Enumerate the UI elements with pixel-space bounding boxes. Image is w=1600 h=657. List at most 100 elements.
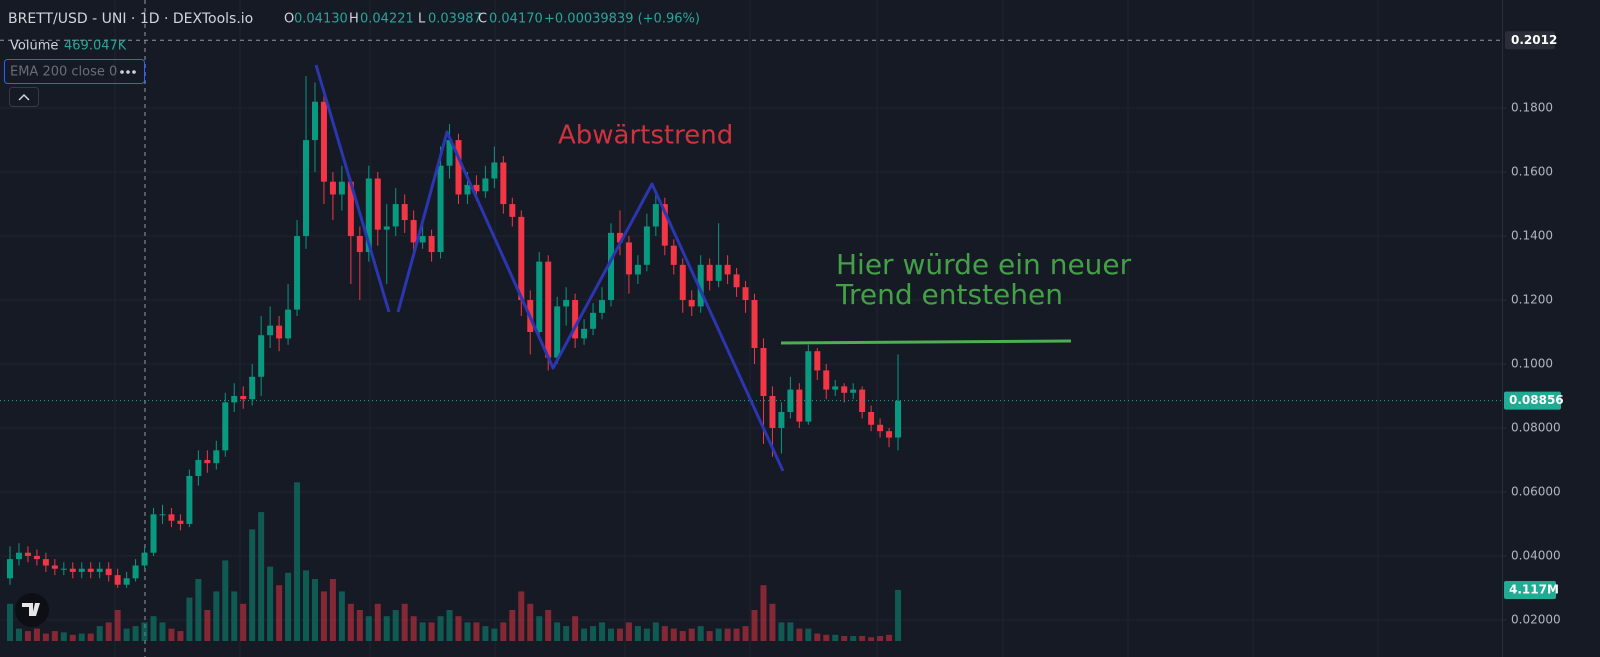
candle-body bbox=[141, 552, 148, 566]
ohlc-label: O bbox=[284, 12, 294, 27]
candle-body bbox=[634, 264, 641, 275]
plot bbox=[0, 0, 1502, 657]
volume-bar bbox=[500, 622, 507, 641]
volume-bar bbox=[590, 626, 597, 641]
volume-bar bbox=[823, 634, 830, 641]
y-tick-label: 0.1400 bbox=[1511, 229, 1553, 243]
candle-body bbox=[715, 264, 722, 281]
volume-bar bbox=[769, 603, 776, 641]
volume-bar bbox=[607, 628, 614, 641]
candle-body bbox=[7, 559, 13, 579]
volume-bar bbox=[805, 628, 812, 641]
volume-bar bbox=[634, 626, 641, 641]
volume-bar bbox=[132, 626, 139, 641]
candle-body bbox=[222, 402, 229, 451]
volume-bar bbox=[625, 622, 632, 641]
volume-bar bbox=[329, 579, 336, 641]
candle-body bbox=[572, 300, 579, 339]
candle-body bbox=[473, 184, 480, 192]
volume-bar bbox=[563, 626, 570, 641]
indicator-menu[interactable] bbox=[120, 70, 136, 74]
y-tick-label: 0.1600 bbox=[1511, 165, 1553, 179]
volume-bar bbox=[419, 622, 426, 641]
volume-bar bbox=[643, 628, 650, 641]
y-tick-label: 0.02000 bbox=[1511, 612, 1561, 626]
candle-body bbox=[886, 431, 893, 438]
candle-body bbox=[814, 351, 821, 371]
y-tick-label: 0.1000 bbox=[1511, 357, 1553, 371]
volume-bar bbox=[258, 512, 265, 641]
candle-body bbox=[231, 395, 238, 403]
volume-bar bbox=[60, 632, 67, 641]
candle-body bbox=[24, 552, 31, 556]
dot bbox=[120, 70, 124, 74]
volume-bar bbox=[527, 603, 534, 641]
volume-bar bbox=[374, 603, 381, 641]
candle-body bbox=[832, 386, 839, 390]
candle-body bbox=[33, 555, 40, 560]
last-price: 0.08856 bbox=[1509, 393, 1564, 407]
volume-bar bbox=[697, 626, 704, 641]
candle-body bbox=[760, 348, 767, 396]
change: +0.00039839 (+0.96%) bbox=[544, 12, 700, 27]
crosshair-badge bbox=[1505, 31, 1555, 50]
candle-body bbox=[679, 264, 686, 301]
candle-body bbox=[87, 568, 94, 572]
volume-bar bbox=[249, 529, 256, 641]
candle-body bbox=[850, 389, 857, 393]
volume-bar bbox=[159, 622, 166, 641]
candle-body bbox=[661, 204, 668, 246]
candle-body bbox=[625, 242, 632, 275]
volume-bar bbox=[204, 610, 211, 641]
volume-bar bbox=[87, 633, 94, 641]
candle-body bbox=[365, 178, 372, 253]
candle-body bbox=[859, 389, 866, 412]
volume-bar bbox=[276, 585, 283, 641]
volume-bar bbox=[42, 633, 49, 641]
volume-bar bbox=[294, 482, 301, 641]
candle-body bbox=[697, 264, 704, 307]
volume-bar bbox=[868, 637, 875, 641]
volume-bar bbox=[105, 622, 112, 641]
volume-bar bbox=[213, 591, 220, 641]
volume-bar bbox=[742, 626, 749, 641]
volume-bar bbox=[464, 622, 471, 641]
volume-bar bbox=[733, 628, 740, 641]
candle-body bbox=[464, 184, 471, 195]
trend-drawing bbox=[396, 130, 785, 472]
vertical-grid bbox=[114, 0, 1379, 657]
volume-bar bbox=[778, 622, 785, 641]
candle-body bbox=[329, 181, 336, 195]
candle-body bbox=[616, 232, 623, 243]
volume-bar bbox=[886, 634, 893, 641]
volume-bar bbox=[392, 610, 399, 641]
candle-body bbox=[643, 226, 650, 265]
volume-bar bbox=[347, 603, 354, 641]
candle-body bbox=[303, 140, 310, 237]
crosshair-price: 0.2012 bbox=[1511, 33, 1557, 47]
volume-bar bbox=[222, 560, 229, 641]
candle-body bbox=[311, 101, 318, 141]
y-tick-label: 0.06000 bbox=[1511, 484, 1561, 498]
ohlc-value: 0.04221 bbox=[360, 12, 414, 27]
volume-bar bbox=[724, 628, 731, 641]
price-badge bbox=[1504, 391, 1561, 410]
candle-body bbox=[742, 287, 749, 301]
volume-bar bbox=[96, 626, 103, 641]
volume-bar bbox=[670, 628, 677, 641]
candle-body bbox=[437, 165, 444, 253]
indicator-box[interactable] bbox=[4, 59, 145, 84]
collapse-button[interactable] bbox=[9, 87, 39, 107]
candle-body bbox=[868, 411, 875, 425]
volume-bar bbox=[814, 633, 821, 641]
dot bbox=[132, 70, 136, 74]
candle-body bbox=[392, 204, 399, 227]
volume-bar bbox=[455, 616, 462, 641]
candle-body bbox=[123, 578, 130, 585]
volume-bar bbox=[599, 622, 606, 641]
candle-body bbox=[249, 376, 256, 400]
axis-labels: 0.1800 0.1600 0.1400 0.1200 0.1000 0.08000 0.0… bbox=[1502, 31, 1564, 626]
volume-bar bbox=[751, 610, 758, 641]
y-tick-label: 0.08000 bbox=[1511, 420, 1561, 434]
volume-bar bbox=[383, 616, 390, 641]
